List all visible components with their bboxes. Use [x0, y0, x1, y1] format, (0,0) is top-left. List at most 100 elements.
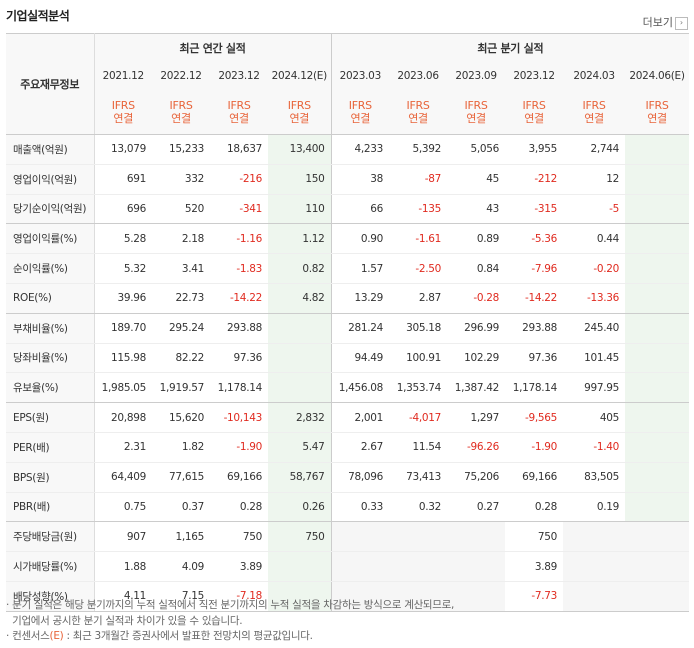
table-cell: 69,166	[210, 462, 268, 493]
table-cell: 1,165	[152, 521, 210, 553]
table-cell: 45	[447, 164, 506, 195]
table-cell: 11.54	[389, 432, 448, 463]
table-cell: 1,985.05	[94, 372, 152, 404]
row-label: ROE(%)	[6, 283, 95, 314]
row-label: 당좌비율(%)	[6, 343, 95, 374]
table-cell: 1,297	[447, 402, 506, 433]
table-cell	[625, 313, 690, 344]
annual-group-header: 최근 연간 실적	[94, 33, 332, 62]
table-cell: 0.90	[331, 223, 390, 255]
table-cell: 77,615	[152, 462, 210, 493]
table-cell: 83,505	[563, 462, 626, 493]
table-cell: 110	[268, 194, 332, 225]
table-cell: 13.29	[331, 283, 390, 314]
table-cell: 0.44	[563, 223, 626, 255]
row-label: 영업이익(억원)	[6, 164, 95, 195]
table-cell	[625, 402, 690, 433]
table-cell: 2.18	[152, 223, 210, 255]
basis-standard: IFRS	[227, 98, 251, 112]
table-row: PBR(배) 0.75 0.37 0.28 0.26 0.33 0.32 0.27 0.28 0.…	[6, 492, 690, 523]
row-label: 영업이익률(%)	[6, 223, 95, 255]
table-row: PER(배) 2.31 1.82 -1.90 5.47 2.67 11.54 -96.26 -1…	[6, 432, 690, 463]
table-cell: 1,456.08	[331, 372, 390, 404]
row-label: 배당성향(%)	[6, 581, 95, 612]
table-cell	[389, 521, 448, 553]
table-cell	[625, 462, 690, 493]
table-cell	[625, 194, 690, 225]
table-cell: 305.18	[389, 313, 448, 344]
table-cell	[268, 551, 332, 582]
basis-header: IFRS 연결	[389, 89, 448, 135]
table-cell: 43	[447, 194, 506, 225]
more-link[interactable]: 더보기 ›	[643, 14, 688, 30]
table-cell: -4,017	[389, 402, 448, 433]
table-cell: 2,832	[268, 402, 332, 433]
table-cell: 82.22	[152, 343, 210, 374]
table-cell: 3,955	[505, 134, 564, 165]
period-header: 2022.12	[152, 62, 210, 89]
table-cell: 3.89	[210, 551, 268, 582]
table-cell: 332	[152, 164, 210, 195]
table-cell: -7.73	[505, 581, 564, 612]
more-label: 더보기	[642, 16, 673, 29]
table-cell: 13,079	[94, 134, 152, 165]
table-cell: -1.16	[210, 223, 268, 255]
table-cell: 293.88	[210, 313, 268, 344]
table-cell: 750	[505, 521, 564, 553]
footnote-2: · 컨센서스(E) : 최근 3개월간 증권사에서 발표한 전망치의 평균값입니…	[6, 630, 313, 642]
table-cell	[625, 372, 690, 404]
table-row: 시가배당률(%) 1.88 4.09 3.89 3.89	[6, 551, 690, 582]
table-cell: 4.09	[152, 551, 210, 582]
table-cell: 58,767	[268, 462, 332, 493]
table-cell: 2.67	[331, 432, 390, 463]
period-header: 2021.12	[94, 62, 152, 89]
table-row: 배당성향(%) 4.11 7.15 -7.18 -7.73	[6, 581, 690, 612]
basis-consolidation: 연결	[229, 111, 249, 125]
table-cell: 97.36	[210, 343, 268, 374]
table-cell: 0.33	[331, 492, 390, 523]
table-cell: -1.61	[389, 223, 448, 255]
table-cell	[563, 521, 626, 553]
table-cell: 2.87	[389, 283, 448, 314]
table-cell: 0.75	[94, 492, 152, 523]
basis-standard: IFRS	[169, 98, 193, 112]
row-label: PER(배)	[6, 432, 95, 463]
table-cell: 5.32	[94, 253, 152, 284]
table-cell: 0.32	[389, 492, 448, 523]
basis-header: IFRS 연결	[210, 89, 268, 135]
table-cell: 0.26	[268, 492, 332, 523]
period-header: 2023.12	[210, 62, 268, 89]
table-cell: 1,353.74	[389, 372, 448, 404]
table-cell: 0.89	[447, 223, 506, 255]
table-cell: 2,001	[331, 402, 390, 433]
table-cell	[625, 164, 690, 195]
section-title: 기업실적분석	[6, 9, 70, 23]
table-cell: 94.49	[331, 343, 390, 374]
table-cell	[268, 343, 332, 374]
row-label: 부채비율(%)	[6, 313, 95, 344]
period-header: 2024.06(E)	[625, 62, 690, 89]
footnote-1-cont: 기업에서 공시한 분기 실적과 차이가 있을 수 있습니다.	[12, 614, 243, 627]
table-cell: 5.47	[268, 432, 332, 463]
table-cell	[447, 521, 506, 553]
table-cell: -1.83	[210, 253, 268, 284]
table-cell: 3.89	[505, 551, 564, 582]
table-cell	[625, 134, 690, 165]
financial-table: 주요재무정보 최근 연간 실적 최근 분기 실적 2021.12 2022.12 2…	[6, 33, 690, 612]
row-label-header: 주요재무정보	[6, 33, 95, 135]
table-cell: -14.22	[210, 283, 268, 314]
basis-header: IFRS 연결	[505, 89, 564, 135]
table-cell: 1,178.14	[505, 372, 564, 404]
table-cell	[268, 581, 332, 612]
basis-standard: IFRS	[464, 98, 488, 112]
table-cell: 5,056	[447, 134, 506, 165]
table-cell	[625, 343, 690, 374]
table-cell	[447, 581, 506, 612]
basis-header: IFRS 연결	[625, 89, 690, 135]
basis-consolidation: 연결	[350, 111, 371, 125]
row-label: PBR(배)	[6, 492, 95, 523]
table-cell: 1.82	[152, 432, 210, 463]
table-cell: 20,898	[94, 402, 152, 433]
table-row: 유보율(%) 1,985.05 1,919.57 1,178.14 1,456.08 1,…	[6, 372, 690, 404]
table-cell	[625, 223, 690, 255]
